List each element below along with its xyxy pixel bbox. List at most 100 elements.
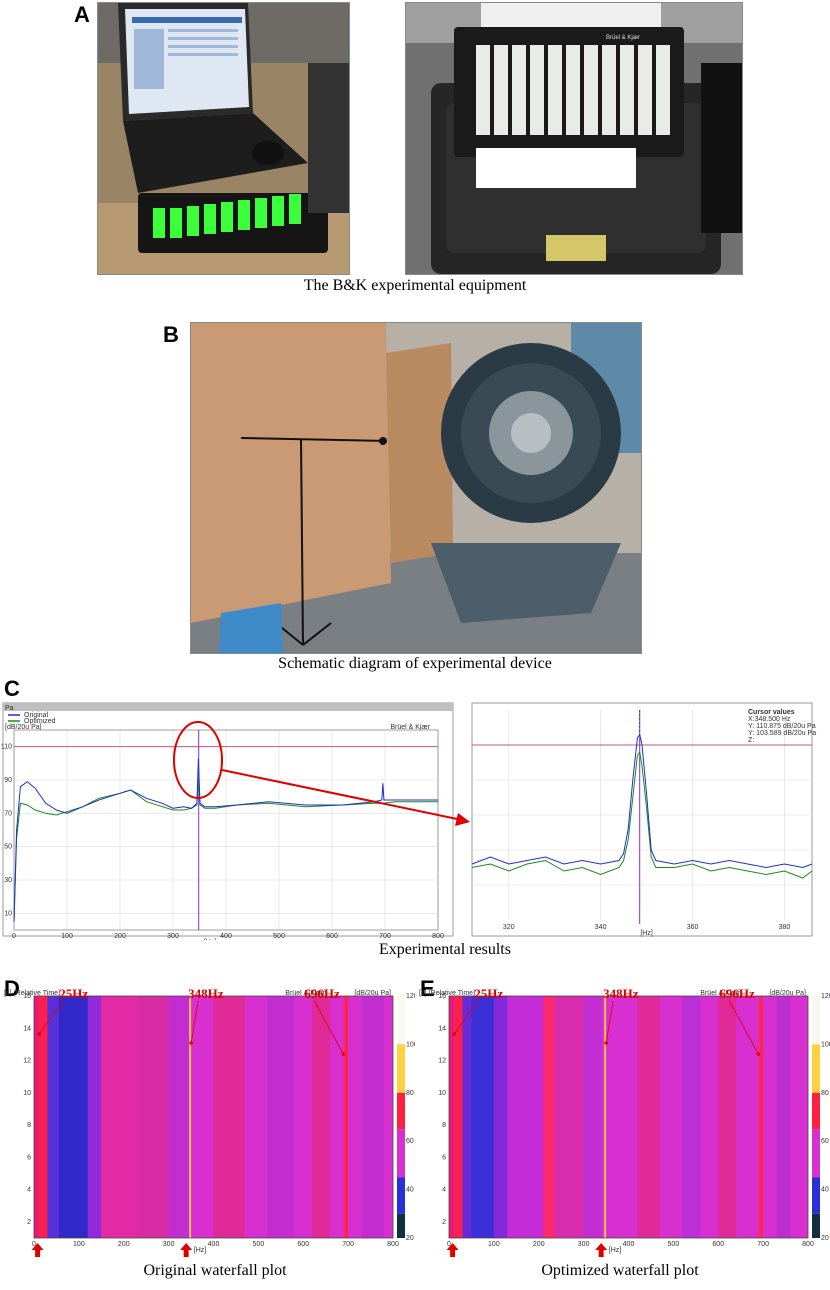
- zoom-xtick-label: 380: [779, 924, 791, 931]
- waterfall-arrow-marker: [180, 1243, 193, 1257]
- waterfall-band: [312, 996, 331, 1238]
- waterfall-annotation-dot: [189, 1041, 193, 1045]
- waterfall-colorbar-segment: [812, 1177, 820, 1214]
- waterfall-annotation-25hz: 25Hz: [474, 988, 503, 1001]
- spectrum-xtick-label: 600: [326, 933, 338, 940]
- waterfall-xtick-label: 600: [712, 1241, 724, 1248]
- panel-label-e: E: [420, 976, 435, 1001]
- spectrum-xtick-label: 200: [114, 933, 126, 940]
- waterfall-colorbar-segment: [397, 1129, 405, 1178]
- waterfall-optimized-plot: 2 4 6 8 10 12 14 16[s] (Relative Time) 0 100 200 30…: [419, 988, 830, 1257]
- waterfall-annotation-dot: [341, 1052, 346, 1056]
- spectrum-ytick-label: 90: [4, 777, 12, 784]
- waterfall-colorbar-tick: 20: [821, 1235, 829, 1242]
- spectrum-ytick-label: 10: [4, 910, 12, 917]
- waterfall-arrow-marker: [446, 1243, 459, 1257]
- waterfall-band: [87, 996, 102, 1238]
- waterfall-colorbar-segment: [812, 1092, 820, 1130]
- waterfall-ytick-label: 2: [442, 1219, 446, 1226]
- waterfall-band: [454, 996, 463, 1238]
- waterfall-band: [38, 996, 48, 1238]
- waterfall-ytick-label: 4: [27, 1187, 31, 1194]
- waterfall-colorbar-tick: 100: [406, 1041, 415, 1048]
- spectrum-axes-box: [13, 729, 439, 931]
- waterfall-arrow-marker: [31, 1243, 44, 1257]
- waterfall-ytick-label: 12: [438, 1058, 446, 1065]
- spectrum-ytick-label: 110: [1, 744, 12, 751]
- spectrum-xtick-label: 800: [432, 933, 444, 940]
- spectrum-xlabel: [Hz]: [204, 939, 217, 940]
- waterfall-colorbar-tick: 20: [406, 1235, 414, 1242]
- waterfall-colorbar-tick: 120: [406, 993, 415, 1000]
- waterfall-band: [471, 996, 494, 1238]
- waterfall-colorbar-tick: 80: [406, 1090, 414, 1097]
- fan-photo: [190, 322, 642, 654]
- waterfall-brand: Brüel & Kjær: [285, 990, 325, 997]
- waterfall-348hz-line: [604, 996, 607, 1238]
- waterfall-colorbar-tick: 40: [406, 1187, 414, 1194]
- waterfall-colorbar-segment: [397, 1213, 405, 1238]
- cursor-y2-value: Y: 103.589 dB/20u Pa: [748, 730, 816, 737]
- waterfall-xtick-label: 500: [668, 1241, 680, 1248]
- waterfall-original-plot: 2 4 6 8 10 12 14 16[s] (Relative Time) 0 100 200 30…: [4, 988, 415, 1257]
- waterfall-brand: Brüel & Kjær: [700, 990, 740, 997]
- cursor-y1-value: Y: 110.875 dB/20u Pa: [748, 723, 816, 730]
- caption-d: Original waterfall plot: [143, 1262, 287, 1279]
- spectrum-ytick-label: 70: [4, 810, 12, 817]
- waterfall-band: [58, 996, 88, 1238]
- spectrum-ytick-label: 50: [4, 844, 12, 851]
- waterfall-ytick-label: 4: [442, 1187, 446, 1194]
- spectrum-ytick-label: 30: [4, 877, 12, 884]
- waterfall-colorbar-tick: 120: [821, 993, 830, 1000]
- waterfall-xtick-label: 400: [208, 1241, 220, 1248]
- waterfall-annotation-dot: [756, 1052, 761, 1056]
- waterfall-band: [137, 996, 169, 1238]
- waterfall-band: [462, 996, 472, 1238]
- waterfall-ytick-label: 14: [438, 1025, 446, 1032]
- caption-b: Schematic diagram of experimental device: [278, 655, 552, 672]
- waterfall-optimized-figure: 2 4 6 8 10 12 14 16[s] (Relative Time) 0 100 200 30…: [419, 988, 830, 1257]
- zoom-series-original: [471, 733, 813, 869]
- waterfall-colorbar-segment: [397, 1092, 405, 1130]
- waterfall-ytick-label: 12: [23, 1058, 31, 1065]
- waterfall-annotation-348hz: 348Hz: [603, 988, 639, 1001]
- waterfall-annotation-696hz: 696Hz: [719, 988, 755, 1001]
- waterfall-annotation-dot: [37, 1032, 42, 1036]
- daq-brand-text: Brüel & Kjær: [606, 35, 640, 41]
- waterfall-xlabel: [Hz]: [194, 1247, 207, 1254]
- panel-label-b: B: [163, 322, 179, 347]
- zoom-arrow-head: [455, 813, 470, 826]
- waterfall-xtick-label: 300: [163, 1241, 175, 1248]
- waterfall-annotation-696hz: 696Hz: [304, 988, 340, 1001]
- waterfall-ytick-label: 6: [442, 1154, 446, 1161]
- zoom-arrow-line: [221, 769, 463, 821]
- waterfall-colorbar-tick: 80: [821, 1090, 829, 1097]
- waterfall-colorbar-segment: [397, 996, 405, 1045]
- waterfall-xtick-label: 700: [757, 1241, 769, 1248]
- waterfall-colorbar-segment: [812, 1044, 820, 1093]
- spectrum-xtick-label: 700: [379, 933, 391, 940]
- waterfall-xtick-label: 100: [488, 1241, 500, 1248]
- spectrum-frame: [2, 702, 454, 937]
- waterfall-band: [101, 996, 138, 1238]
- zoom-xlabel: [Hz]: [640, 930, 653, 937]
- spectrum-unit-label: Pa: [5, 705, 14, 712]
- legend-optimized: Optimized: [24, 718, 56, 725]
- daq-photo: Brüel & Kjær: [405, 2, 743, 275]
- waterfall-colorbar-tick: 40: [821, 1187, 829, 1194]
- waterfall-ytick-label: 16: [438, 993, 446, 1000]
- waterfall-colorbar-tick: 60: [821, 1138, 829, 1145]
- zoom-frame: [471, 702, 813, 937]
- cursor-z-value: Z:: [748, 737, 754, 744]
- waterfall-xtick-label: 300: [578, 1241, 590, 1248]
- waterfall-annotation-25hz: 25Hz: [59, 988, 88, 1001]
- waterfall-band: [267, 996, 295, 1238]
- waterfall-band: [682, 996, 701, 1238]
- waterfall-xtick-label: 0: [447, 1241, 451, 1248]
- waterfall-colorbar-tick: 60: [406, 1138, 414, 1145]
- waterfall-colorbar-tick: 100: [821, 1041, 830, 1048]
- cursor-title: Cursor values: [748, 709, 795, 716]
- waterfall-original-figure: 2 4 6 8 10 12 14 16[s] (Relative Time) 0 100 200 30…: [4, 988, 415, 1257]
- laptop-photo: [97, 2, 350, 275]
- waterfall-colorbar-segment: [397, 1177, 405, 1214]
